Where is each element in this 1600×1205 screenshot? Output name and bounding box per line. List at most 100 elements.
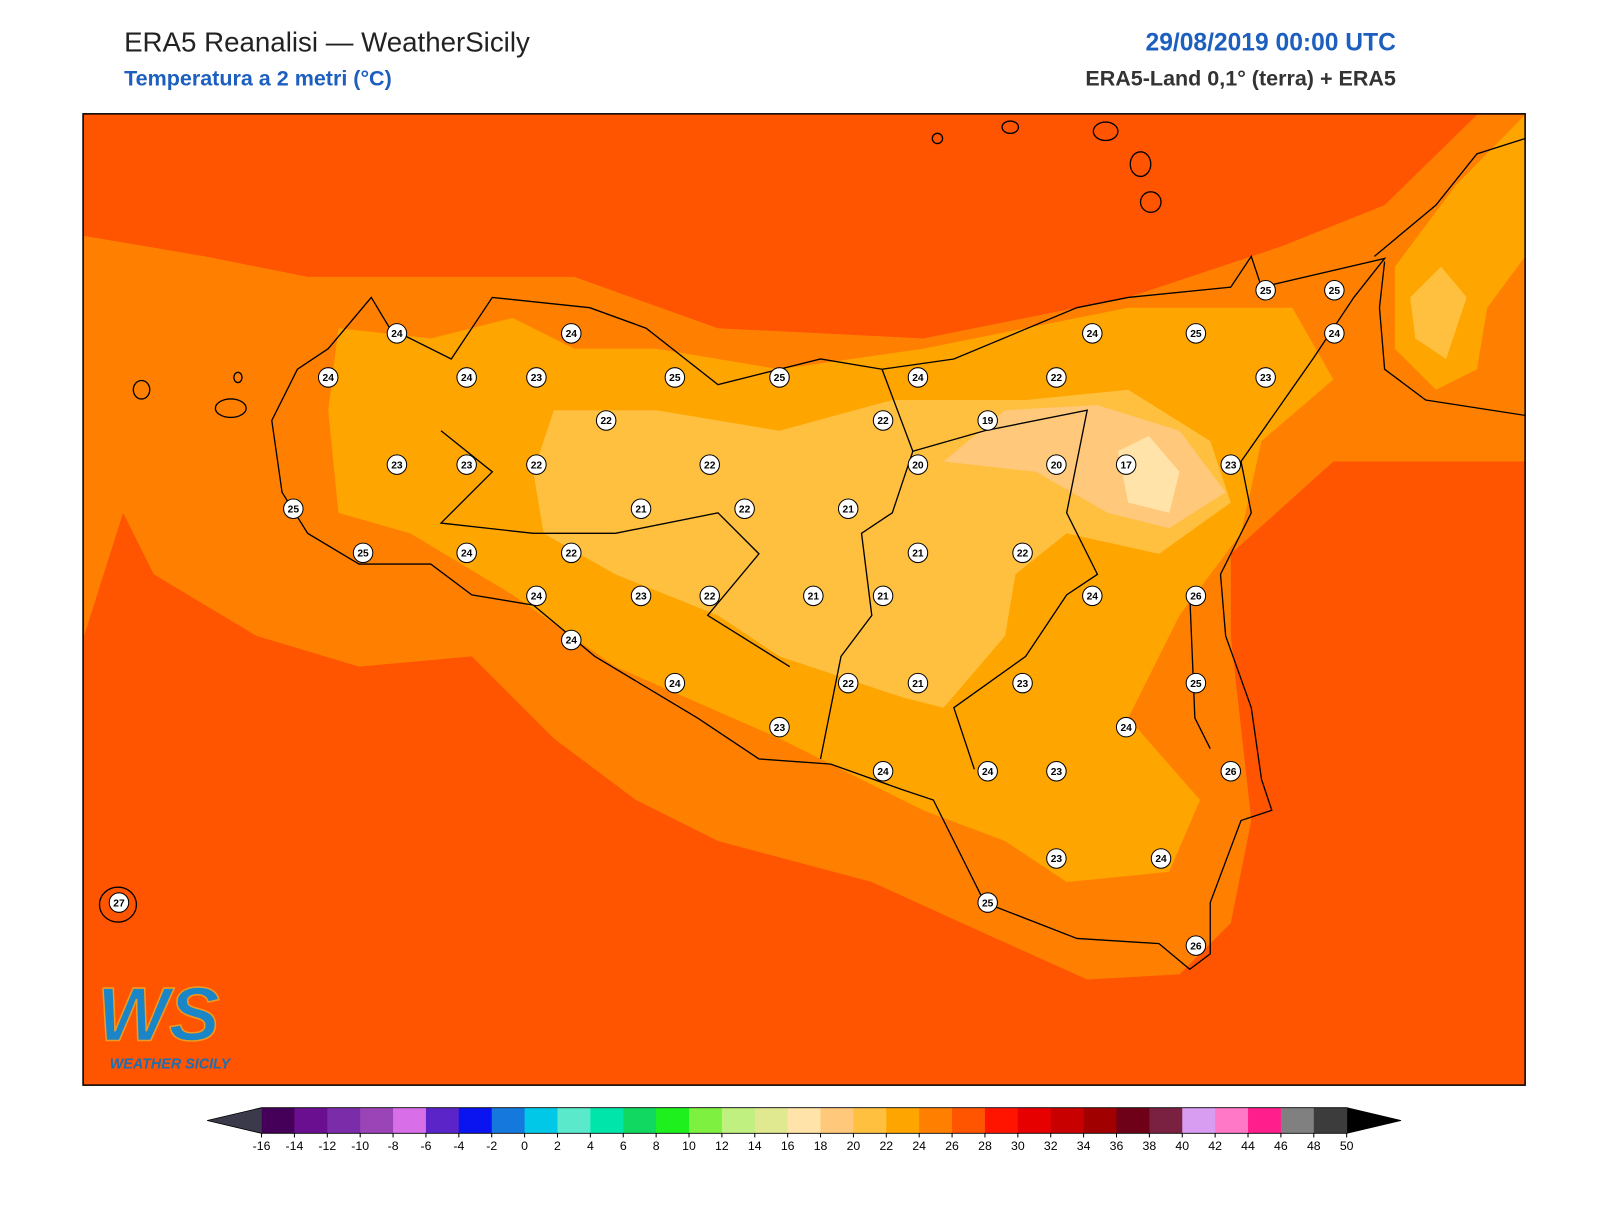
station: 24 — [456, 542, 477, 564]
colorbar-tick-label: 14 — [748, 1139, 762, 1153]
station: 25 — [977, 892, 998, 913]
station-marker — [769, 367, 790, 388]
colorbar-swatch — [853, 1107, 887, 1134]
station: 21 — [630, 498, 652, 519]
subtitle: Temperatura a 2 metri (°C) — [124, 67, 392, 91]
station-marker — [526, 454, 547, 475]
station: 21 — [803, 585, 824, 607]
colorbar-tick-label: 42 — [1208, 1139, 1222, 1153]
station-value: 21 — [843, 504, 855, 515]
station-marker — [352, 542, 374, 564]
colorbar-swatch — [294, 1107, 328, 1134]
colorbar-swatch — [787, 1107, 822, 1134]
station-marker — [907, 367, 929, 388]
station: 24 — [872, 761, 894, 782]
colorbar-swatch — [393, 1107, 427, 1134]
station-value: 22 — [843, 679, 855, 690]
station-marker — [1082, 585, 1103, 607]
station-value: 22 — [739, 504, 751, 515]
station-marker — [1082, 323, 1103, 344]
station-value: 26 — [1190, 941, 1202, 952]
station-marker — [386, 323, 408, 344]
station: 22 — [1046, 367, 1067, 388]
station-marker — [1185, 323, 1207, 344]
station-value: 20 — [1051, 460, 1063, 471]
datetime: 29/08/2019 00:00 UTC — [1146, 30, 1397, 57]
station-marker — [1012, 672, 1033, 694]
colorbar-tick-label: 30 — [1011, 1139, 1025, 1153]
colorbar-tick-label: 48 — [1307, 1139, 1321, 1153]
station-marker — [1150, 848, 1172, 869]
station-marker — [699, 454, 720, 475]
station-marker — [837, 672, 859, 694]
station-value: 24 — [461, 373, 473, 384]
station-marker — [1185, 585, 1207, 607]
station: 27 — [108, 892, 130, 913]
station-value: 23 — [1051, 767, 1063, 778]
station-value: 25 — [1190, 679, 1202, 690]
station-value: 23 — [635, 592, 647, 603]
station: 24 — [317, 367, 339, 388]
colorbar-swatch — [689, 1107, 723, 1134]
station-value: 25 — [669, 373, 681, 384]
station: 22 — [837, 672, 859, 694]
station-value: 23 — [461, 460, 473, 471]
station-marker — [1185, 935, 1207, 956]
station: 24 — [526, 585, 547, 607]
station-value: 22 — [566, 549, 578, 560]
logo-mark: WS — [97, 973, 219, 1058]
colorbar-tick-label: 32 — [1044, 1139, 1058, 1153]
colorbar-swatch — [1215, 1107, 1249, 1134]
colorbar-under — [207, 1107, 262, 1134]
colorbar-swatch — [919, 1107, 953, 1134]
colorbar-swatch — [886, 1107, 920, 1134]
station-value: 21 — [635, 504, 647, 515]
station-value: 22 — [1017, 549, 1029, 560]
station: 25 — [1255, 279, 1276, 301]
station-value: 24 — [912, 373, 924, 384]
station: 19 — [977, 410, 998, 431]
station-marker — [1220, 454, 1242, 475]
station-marker — [664, 672, 686, 694]
station-value: 22 — [600, 416, 612, 427]
station-value: 24 — [1329, 329, 1341, 340]
station: 23 — [769, 716, 790, 738]
station-marker — [1012, 542, 1033, 564]
colorbar-tick-label: 36 — [1110, 1139, 1124, 1153]
station-marker — [456, 454, 477, 475]
colorbar-swatch — [491, 1107, 526, 1134]
station-value: 21 — [808, 592, 820, 603]
station: 24 — [977, 761, 998, 782]
station-value: 21 — [912, 679, 924, 690]
station: 23 — [1220, 454, 1242, 475]
station: 22 — [595, 410, 617, 431]
colorbar-swatch — [820, 1107, 854, 1134]
station-marker — [526, 367, 547, 388]
station-marker — [1115, 454, 1137, 475]
colorbar-tick-label: 40 — [1175, 1139, 1189, 1153]
colorbar-swatch — [984, 1107, 1019, 1134]
station: 24 — [386, 323, 408, 344]
colorbar-swatch — [1050, 1107, 1085, 1134]
colorbar-swatch — [1280, 1107, 1315, 1134]
colorbar-tick-label: -16 — [253, 1139, 271, 1153]
station-value: 23 — [774, 723, 786, 734]
station: 21 — [907, 672, 929, 694]
colorbar-swatch — [952, 1107, 986, 1134]
station-marker — [769, 716, 790, 738]
station: 22 — [1012, 542, 1033, 564]
colorbar-tick-label: 24 — [912, 1139, 926, 1153]
station: 23 — [1046, 848, 1067, 869]
station: 26 — [1185, 935, 1207, 956]
station-marker — [1046, 454, 1067, 475]
station-marker — [1324, 279, 1345, 301]
station-value: 24 — [566, 329, 578, 340]
station-value: 22 — [877, 416, 889, 427]
station: 22 — [734, 498, 755, 519]
station-value: 22 — [704, 592, 716, 603]
colorbar-tick-label: 0 — [521, 1139, 528, 1153]
station-marker — [664, 367, 686, 388]
station: 23 — [386, 454, 408, 475]
station-marker — [803, 585, 824, 607]
station-marker — [630, 498, 652, 519]
